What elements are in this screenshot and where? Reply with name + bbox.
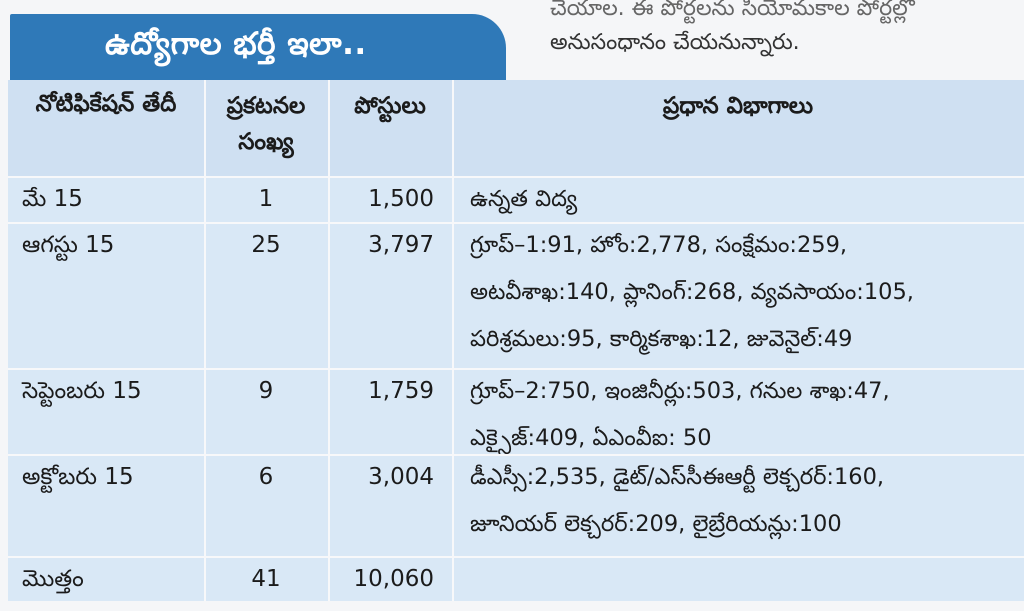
department-line: డీఎస్సీ:2,535, డైట్/ఎస్‌సీఈఆర్టీ లెక్చరర… — [470, 464, 885, 490]
date-cell: అక్టోబరు 15 — [22, 464, 134, 490]
total-label-cell: మొత్తం — [22, 566, 84, 592]
department-line: ఉన్నత విద్య — [470, 186, 578, 212]
recruitment-table: నోటిఫికేషన్ తేదీ ప్రకటనల సంఖ్య పోస్టులు … — [8, 80, 1024, 601]
total-count-cell: 41 — [251, 566, 281, 592]
table-row: సెప్టెంబరు 15 9 1,759 గ్రూప్–2:750, ఇంజి… — [8, 368, 1024, 454]
departments-cell — [452, 556, 1024, 601]
departments-cell: గ్రూప్–1:91, హోం:2,778, సంక్షేమం:259, అట… — [452, 222, 1024, 368]
departments-cell: డీఎస్సీ:2,535, డైట్/ఎస్‌సీఈఆర్టీ లెక్చరర… — [452, 454, 1024, 556]
department-line: అటవీశాఖ:140, ప్లానింగ్:268, వ్యవసాయం:105… — [470, 279, 914, 305]
column-divider — [452, 80, 454, 601]
row-divider — [8, 556, 1024, 558]
table-title: ఉద్యోగాల భర్తీ ఇలా.. — [10, 14, 506, 80]
departments-cell: గ్రూప్–2:750, ఇంజినీర్లు:503, గనుల శాఖ:4… — [452, 368, 1024, 454]
date-cell: ఆగస్టు 15 — [22, 232, 115, 258]
table-row: అక్టోబరు 15 6 3,004 డీఎస్సీ:2,535, డైట్/… — [8, 454, 1024, 556]
count-cell: 9 — [258, 378, 274, 404]
department-line: గ్రూప్–1:91, హోం:2,778, సంక్షేమం:259, — [470, 232, 848, 258]
posts-cell: 3,004 — [368, 464, 434, 490]
column-divider — [328, 80, 330, 601]
count-cell: 6 — [258, 464, 274, 490]
header-announcements-count: ప్రకటనల సంఖ్య — [226, 93, 306, 155]
header-notification-date: నోటిఫికేషన్ తేదీ — [35, 91, 177, 117]
row-divider — [8, 454, 1024, 456]
department-line: జూనియర్ లెక్చరర్:209, లైబ్రేరియన్లు:100 — [470, 511, 842, 537]
row-divider — [8, 176, 1024, 178]
header-main-departments: ప్రధాన విభాగాలు — [662, 93, 814, 119]
total-posts-cell: 10,060 — [353, 566, 434, 592]
date-cell: మే 15 — [22, 186, 83, 212]
side-note-line1: చేయాల. ఈ పోర్టలను సియోమకాల పోర్టల్లో — [550, 0, 915, 21]
department-line: ఎక్సైజ్:409, ఏఎంవీఐ: 50 — [470, 425, 712, 451]
departments-cell: ఉన్నత విద్య — [452, 176, 1024, 222]
column-divider — [204, 80, 206, 601]
table-header-row: నోటిఫికేషన్ తేదీ ప్రకటనల సంఖ్య పోస్టులు … — [8, 80, 1024, 176]
posts-cell: 1,500 — [368, 186, 434, 212]
count-cell: 1 — [258, 186, 274, 212]
table-row: ఆగస్టు 15 25 3,797 గ్రూప్–1:91, హోం:2,77… — [8, 222, 1024, 368]
table-total-row: మొత్తం 41 10,060 — [8, 556, 1024, 601]
posts-cell: 1,759 — [368, 378, 434, 404]
date-cell: సెప్టెంబరు 15 — [22, 378, 142, 404]
count-cell: 25 — [251, 232, 281, 258]
department-line: పరిశ్రమలు:95, కార్మికశాఖ:12, జువెనైల్:49 — [470, 326, 853, 352]
row-divider — [8, 222, 1024, 224]
row-divider — [8, 368, 1024, 370]
table-row: మే 15 1 1,500 ఉన్నత విద్య — [8, 176, 1024, 222]
side-note: చేయాల. ఈ పోర్టలను సియోమకాల పోర్టల్లో అను… — [550, 0, 1024, 62]
header-posts: పోస్టులు — [354, 93, 426, 119]
department-line: గ్రూప్–2:750, ఇంజినీర్లు:503, గనుల శాఖ:4… — [470, 378, 890, 404]
posts-cell: 3,797 — [368, 232, 434, 258]
side-note-line2: అనుసంధానం చేయనున్నారు. — [550, 30, 800, 55]
